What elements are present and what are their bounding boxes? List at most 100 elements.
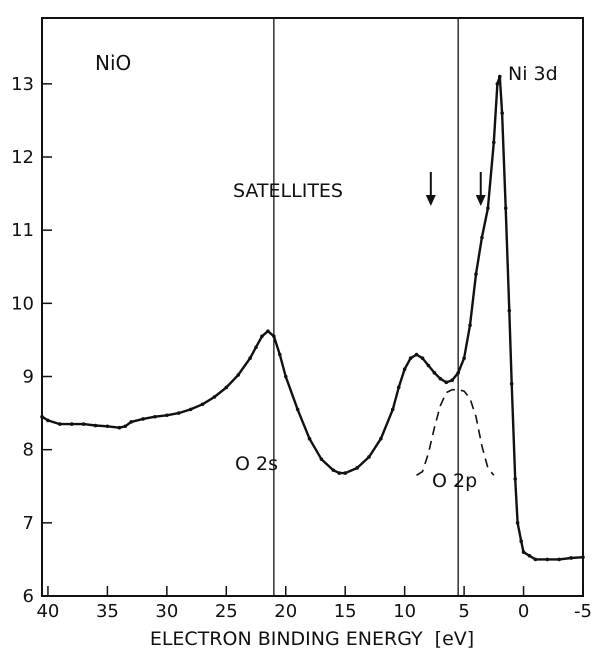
ni3d-label: Ni 3d	[508, 63, 558, 85]
data-point	[69, 422, 74, 426]
data-point	[444, 380, 449, 385]
data-point	[497, 74, 502, 79]
data-point	[254, 345, 258, 350]
data-point	[46, 418, 50, 423]
down-arrow-head	[475, 195, 486, 206]
data-point	[507, 308, 512, 313]
x-tick-label: 15	[334, 601, 357, 622]
y-tick-label: 8	[23, 440, 34, 461]
data-point	[513, 477, 518, 481]
data-point	[515, 521, 520, 525]
x-tick-label: 35	[96, 601, 119, 622]
data-point	[569, 556, 573, 560]
data-point	[93, 423, 98, 428]
data-point	[236, 373, 240, 377]
data-point	[40, 414, 44, 419]
data-point	[355, 466, 359, 470]
data-point	[420, 356, 425, 361]
data-point	[450, 378, 455, 382]
data-point	[272, 334, 276, 339]
data-point	[367, 455, 371, 459]
down-arrow-head	[425, 195, 436, 206]
data-point	[319, 457, 324, 461]
data-point	[545, 557, 550, 562]
data-point	[188, 407, 193, 412]
data-point	[474, 272, 478, 276]
data-point	[117, 425, 122, 430]
data-point	[248, 356, 252, 361]
data-point	[307, 436, 312, 441]
x-tick-label: 5	[458, 601, 469, 622]
data-point	[200, 402, 205, 407]
data-point	[462, 356, 466, 361]
chart-title: NiO	[95, 51, 131, 75]
data-point	[486, 206, 490, 211]
data-point	[260, 334, 264, 339]
y-tick-label: 13	[11, 74, 34, 95]
y-tick-label: 9	[23, 367, 34, 388]
data-point	[379, 436, 383, 441]
plot-frame	[41, 17, 584, 597]
x-tick-label: 40	[36, 601, 59, 622]
y-tick-label: 6	[23, 586, 34, 607]
data-point	[123, 424, 128, 429]
y-tick-label: 11	[11, 220, 34, 241]
y-tick-label: 7	[23, 513, 34, 534]
data-point	[337, 471, 342, 475]
data-point	[581, 555, 585, 560]
spectrum-line	[41, 75, 584, 561]
data-point	[509, 382, 514, 386]
data-point	[153, 414, 157, 419]
data-point	[480, 235, 484, 240]
y-tick-label: 12	[11, 147, 34, 168]
data-point	[408, 356, 413, 361]
data-point	[295, 407, 300, 412]
data-point	[527, 553, 532, 558]
y-tick-label: 10	[11, 293, 34, 314]
data-point	[533, 557, 538, 562]
data-point	[492, 140, 496, 145]
x-tick-label: 10	[393, 601, 416, 622]
axis-ticks: 40 35 30 25 20 15 10 5 0 -5 6 7 8 9 10 11 12 13	[11, 74, 592, 622]
data-point	[468, 323, 472, 328]
data-point	[500, 111, 504, 115]
data-point	[283, 374, 288, 379]
x-tick-label: -5	[574, 601, 592, 622]
data-point	[212, 395, 217, 399]
o2p-label: O 2p	[432, 470, 477, 492]
data-point	[456, 371, 460, 375]
data-point	[396, 385, 401, 390]
data-point	[58, 422, 62, 426]
data-point	[503, 206, 508, 211]
data-point	[432, 371, 437, 375]
data-point	[278, 352, 282, 357]
data-point	[519, 539, 523, 543]
data-point	[141, 417, 145, 421]
satellite-arrows	[425, 172, 486, 206]
data-point	[81, 422, 86, 426]
satellites-label: SATELLITES	[233, 180, 343, 202]
x-axis-label: ELECTRON BINDING ENERGY [eV]	[150, 628, 474, 650]
series-layer	[40, 74, 585, 562]
x-tick-label: 0	[518, 601, 529, 622]
x-tick-label: 20	[274, 601, 297, 622]
o2p-dashed-curve	[416, 388, 495, 476]
data-point	[176, 411, 181, 415]
data-point	[266, 329, 270, 333]
data-point	[343, 471, 347, 475]
data-point	[224, 385, 229, 390]
data-point	[521, 550, 526, 554]
data-point	[414, 352, 419, 357]
data-point	[495, 82, 500, 86]
data-point	[390, 407, 395, 412]
data-point	[165, 413, 169, 418]
data-point	[438, 376, 443, 381]
data-point	[331, 468, 336, 472]
data-point	[426, 363, 431, 368]
data-point	[402, 367, 407, 371]
data-point	[129, 420, 133, 424]
x-tick-label: 25	[215, 601, 238, 622]
data-point	[105, 424, 110, 429]
x-tick-label: 30	[155, 601, 178, 622]
